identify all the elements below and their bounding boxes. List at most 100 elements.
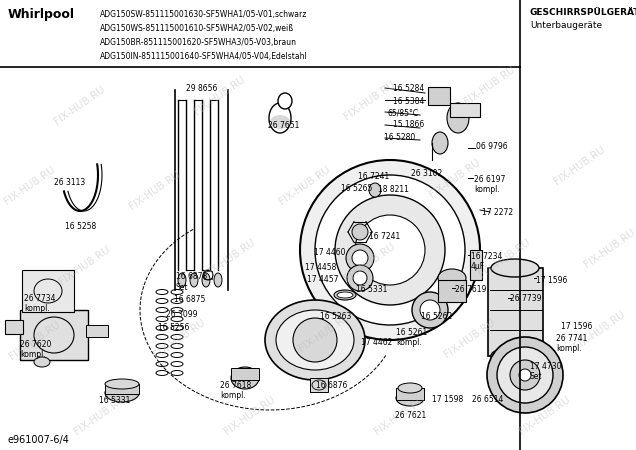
Text: 16 5331: 16 5331	[99, 396, 130, 405]
Text: 26 7620: 26 7620	[20, 340, 52, 349]
Bar	[231, 368, 259, 380]
Circle shape	[346, 244, 374, 272]
Ellipse shape	[231, 367, 259, 389]
Ellipse shape	[276, 310, 354, 370]
Text: kompl.: kompl.	[396, 338, 422, 347]
Bar	[5, 320, 23, 334]
Text: 26 7618: 26 7618	[220, 381, 251, 390]
Text: kompl.: kompl.	[556, 344, 582, 353]
Text: 06 9796: 06 9796	[476, 142, 508, 151]
Text: ADG150SW-851115001630-SF5WHA1/05-V01,schwarz: ADG150SW-851115001630-SF5WHA1/05-V01,sch…	[100, 10, 307, 19]
Text: kompl.: kompl.	[220, 391, 245, 400]
Circle shape	[412, 292, 448, 328]
Circle shape	[497, 347, 553, 403]
Text: FIX-HUB.RU: FIX-HUB.RU	[128, 169, 183, 211]
Bar	[105, 384, 139, 394]
Ellipse shape	[105, 384, 139, 402]
Text: FIX-HUB.RU: FIX-HUB.RU	[478, 237, 532, 279]
Circle shape	[347, 265, 373, 291]
Bar	[20, 310, 88, 360]
Text: 17 4462: 17 4462	[361, 338, 392, 347]
Ellipse shape	[265, 300, 365, 380]
Bar	[310, 378, 328, 392]
Ellipse shape	[491, 347, 539, 365]
Bar	[86, 325, 108, 337]
Text: 17 1596: 17 1596	[561, 322, 592, 331]
Text: 16 5261: 16 5261	[396, 328, 427, 337]
Text: 17 2272: 17 2272	[482, 208, 513, 217]
Text: 16 5256: 16 5256	[158, 323, 190, 332]
Ellipse shape	[178, 273, 186, 287]
Text: FIX-HUB.RU: FIX-HUB.RU	[3, 164, 57, 206]
Text: 26 7739: 26 7739	[510, 294, 541, 303]
Bar	[488, 268, 543, 356]
Text: 17 1596: 17 1596	[536, 276, 567, 285]
Circle shape	[355, 215, 425, 285]
Circle shape	[293, 318, 337, 362]
Ellipse shape	[337, 292, 353, 298]
Text: 26 6197: 26 6197	[474, 175, 506, 184]
Text: 16 5262: 16 5262	[421, 312, 452, 321]
Text: FIX-HUB.RU: FIX-HUB.RU	[53, 84, 107, 126]
Text: ADG150IN-851115001640-SF5WHA4/05-V04,Edelstahl: ADG150IN-851115001640-SF5WHA4/05-V04,Ede…	[100, 52, 308, 61]
Ellipse shape	[334, 290, 356, 300]
Circle shape	[352, 224, 368, 240]
Text: GESCHIRRSPÜLGERÄTE: GESCHIRRSPÜLGERÄTE	[530, 8, 636, 17]
Text: 26 7734: 26 7734	[24, 294, 55, 303]
Ellipse shape	[447, 103, 469, 133]
Text: FIX-HUB.RU: FIX-HUB.RU	[203, 237, 258, 279]
Text: 16 6875: 16 6875	[174, 295, 205, 304]
Text: 26 3102: 26 3102	[411, 169, 442, 178]
Bar	[450, 103, 480, 117]
Ellipse shape	[491, 259, 539, 277]
Text: 17 4458: 17 4458	[305, 263, 336, 272]
Text: 16 7241: 16 7241	[369, 232, 400, 241]
Ellipse shape	[105, 379, 139, 389]
Text: 26 3113: 26 3113	[54, 178, 85, 187]
Text: kompl.: kompl.	[474, 185, 500, 194]
Text: Unterbaugeräte: Unterbaugeräte	[530, 21, 602, 30]
Text: 26 7741: 26 7741	[556, 334, 588, 343]
Text: FIX-HUB.RU: FIX-HUB.RU	[343, 241, 398, 283]
Text: FIX-HUB.RU: FIX-HUB.RU	[463, 64, 517, 106]
Text: 26 6514: 26 6514	[472, 395, 503, 404]
Ellipse shape	[398, 383, 422, 393]
Text: 65/85°C: 65/85°C	[388, 108, 419, 117]
Text: FIX-HUB.RU: FIX-HUB.RU	[298, 311, 352, 353]
Text: 16 7241: 16 7241	[358, 172, 389, 181]
Bar	[204, 271, 212, 279]
Ellipse shape	[214, 273, 222, 287]
Circle shape	[335, 195, 445, 305]
Text: FIX-HUB.RU: FIX-HUB.RU	[553, 144, 607, 186]
Circle shape	[300, 160, 480, 340]
Ellipse shape	[278, 93, 292, 109]
Text: 16 7234: 16 7234	[471, 252, 502, 261]
Circle shape	[353, 271, 367, 285]
Text: 17 4457: 17 4457	[307, 275, 338, 284]
Circle shape	[315, 175, 465, 325]
Text: 17 1598: 17 1598	[432, 395, 463, 404]
Text: FIX-HUB.RU: FIX-HUB.RU	[223, 394, 277, 436]
Text: FIX-HUB.RU: FIX-HUB.RU	[572, 309, 627, 351]
Text: 16 5384: 16 5384	[393, 97, 424, 106]
Ellipse shape	[190, 273, 198, 287]
Ellipse shape	[396, 390, 424, 406]
Text: FIX-HUB.RU: FIX-HUB.RU	[278, 164, 332, 206]
Text: kompl.: kompl.	[24, 304, 50, 313]
Text: 26 7621: 26 7621	[395, 411, 426, 420]
Text: kompl.: kompl.	[20, 350, 46, 359]
Bar	[470, 250, 482, 280]
Text: 18 8211: 18 8211	[378, 185, 409, 194]
Text: FIX-HUB.RU: FIX-HUB.RU	[58, 244, 113, 286]
Text: 4µF: 4µF	[471, 262, 485, 271]
Ellipse shape	[202, 273, 210, 287]
Text: FIX-HUB.RU: FIX-HUB.RU	[343, 79, 398, 121]
Text: FIX-HUB.RU: FIX-HUB.RU	[428, 157, 482, 199]
Ellipse shape	[269, 103, 291, 133]
Circle shape	[352, 250, 368, 266]
Circle shape	[510, 360, 540, 390]
Text: FIX-HUB.RU: FIX-HUB.RU	[73, 394, 127, 436]
Text: FIX-HUB.RU: FIX-HUB.RU	[153, 317, 207, 359]
Circle shape	[420, 300, 440, 320]
Text: FIX-HUB.RU: FIX-HUB.RU	[373, 394, 427, 436]
